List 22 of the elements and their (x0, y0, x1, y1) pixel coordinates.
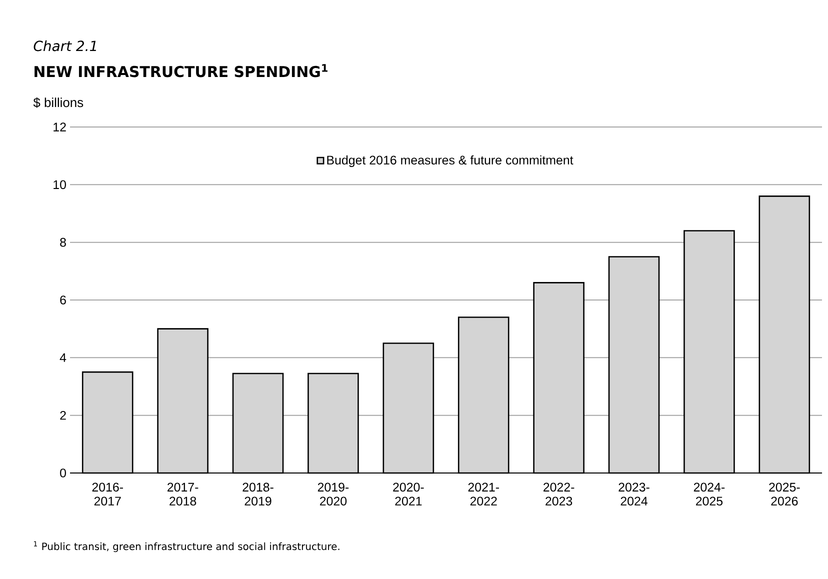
text: $^{1}$ Public transit, green infrastructure and social infrastructure. (34, 541, 340, 552)
y-tick-label: 8 (60, 238, 66, 247)
x-tick-label: 2024-2025 (694, 482, 725, 506)
x-tick-label: 2022-2023 (544, 482, 574, 506)
x-tick-label: 2023-2024 (618, 482, 650, 506)
y-axis-title: $ billions (33, 97, 84, 108)
y-tick-label: 10 (54, 180, 66, 190)
legend-label: Budget 2016 measures & future commitment (327, 155, 574, 167)
y-tick-label: 0 (60, 468, 66, 478)
y-tick-label: 6 (60, 296, 66, 304)
x-tick-label: 2016-2017 (92, 482, 123, 506)
chart-title: Chart 2.1 (34, 40, 96, 52)
x-tick-label: 2020-2021 (393, 482, 424, 506)
x-tick-label: 2025-2026 (769, 482, 800, 506)
x-tick-label: 2017-2018 (168, 482, 198, 506)
y-tick-label: 4 (60, 353, 66, 362)
y-tick-label: 2 (60, 410, 66, 420)
chart-subtitle: NEW INFRASTRUCTURE SPENDING$^{1}$ (34, 64, 328, 78)
y-tick-label: 12 (54, 122, 66, 132)
x-tick-label: 2021-2022 (468, 482, 499, 506)
x-tick-label: 2019-2020 (318, 482, 349, 506)
x-tick-label: 2018-2019 (242, 482, 274, 506)
